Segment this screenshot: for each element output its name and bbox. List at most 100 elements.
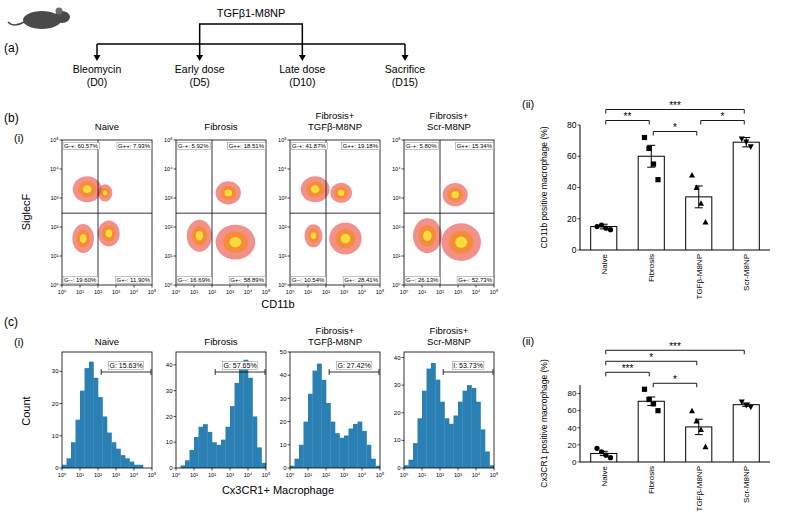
x-tick-label: 10⁵: [262, 472, 270, 478]
data-point: [599, 449, 604, 454]
quadrant-gate-y: [176, 213, 266, 214]
title-line: TGFβ-M8NP: [308, 121, 362, 132]
x-tick-label: 10³: [112, 472, 120, 478]
x-axis-title: Cx3CR1+ Macrophage: [222, 484, 334, 496]
drug-label: TGFβ1-M8NP: [217, 7, 286, 19]
y-tick-label: 10⁰: [392, 282, 401, 288]
y-tick-label: 0: [169, 465, 173, 471]
population-density: [311, 185, 320, 193]
population-density: [196, 231, 204, 241]
y-tick: [402, 227, 405, 228]
x-tick: [134, 468, 135, 471]
plot-area: [62, 362, 143, 468]
x-tick: [212, 468, 213, 471]
x-tick-label: 10³: [454, 472, 462, 478]
data-point: [689, 408, 695, 414]
gate-line: [215, 369, 265, 375]
data-point: [698, 200, 704, 206]
data-point: [608, 227, 613, 232]
panel-letter: (ii): [522, 98, 534, 110]
data-point: [651, 401, 656, 406]
x-tick-label: 10⁰: [58, 472, 67, 478]
x-tick-label: 10²: [94, 289, 102, 295]
x-tick: [494, 468, 495, 471]
quadrant-label: G+-: 11.90%: [117, 277, 151, 283]
x-tick-label: 10⁴: [358, 289, 367, 295]
histogram-bar: [62, 465, 67, 468]
histogram-bar: [125, 458, 130, 468]
x-tick: [116, 285, 117, 288]
x-tick: [476, 285, 477, 288]
label-patch: [405, 143, 438, 150]
x-tick: [362, 468, 363, 471]
plot-frame: [290, 352, 380, 468]
x-tick-label: 10⁵: [490, 289, 498, 295]
title-line: Naive: [95, 336, 119, 347]
histogram-bar: [417, 418, 422, 468]
y-tick: [174, 227, 177, 228]
population-density: [78, 181, 96, 197]
error-cap: [647, 167, 655, 168]
x-tick: [152, 285, 153, 288]
y-tick: [60, 403, 63, 404]
y-tick: [288, 468, 291, 469]
histogram-bar: [134, 465, 139, 468]
population-density: [338, 190, 344, 196]
label-patch: [457, 277, 494, 284]
population-density: [423, 231, 432, 241]
panel-title: Fibrosis: [204, 121, 238, 132]
population-density: [72, 224, 94, 253]
x-tick-label: 10⁴: [130, 472, 139, 478]
label-patch: [452, 362, 484, 370]
x-tick: [458, 468, 459, 471]
significance-label: *: [673, 122, 677, 133]
x-tick-label: 10⁰: [58, 289, 67, 295]
plot-area: [62, 140, 152, 285]
x-tick: [362, 285, 363, 288]
histogram-bar: [485, 451, 490, 468]
y-tick-label: 10¹: [51, 253, 59, 259]
y-tick: [60, 256, 63, 257]
histogram-bar: [121, 455, 126, 468]
y-tick: [60, 435, 63, 436]
y-tick: [174, 416, 177, 417]
y-tick: [402, 468, 405, 469]
y-axis-title: Cx3CR1 positive macrophage (%): [539, 359, 549, 488]
histogram-bar: [248, 378, 253, 468]
x-tick: [194, 468, 195, 471]
x-tick-label: 10²: [436, 472, 444, 478]
histogram-bar: [203, 424, 208, 468]
histogram-bar: [449, 424, 454, 468]
y-tick-label: 30: [52, 368, 59, 374]
y-tick-label: 10⁰: [50, 282, 59, 288]
y-tick-label: 30: [166, 388, 173, 394]
x-tick: [152, 468, 153, 471]
y-tick-label: 60: [568, 406, 577, 415]
histogram-bar: [371, 459, 376, 468]
label-patch: [229, 277, 266, 284]
population-density: [308, 229, 319, 243]
quadrant-label: G--: 26.13%: [406, 277, 439, 283]
x-tick-label: 10³: [112, 289, 120, 295]
y-tick-label: 0: [283, 465, 287, 471]
panel-letter: (ii): [522, 335, 534, 347]
data-point: [603, 226, 608, 231]
y-tick-label: 10⁴: [278, 166, 287, 172]
y-tick: [174, 364, 177, 365]
data-point: [608, 455, 613, 460]
y-tick-label: 0: [572, 245, 577, 255]
plot-area: [404, 140, 494, 285]
population-density: [301, 176, 330, 202]
x-tick-label: 10⁵: [490, 472, 498, 478]
histogram-bar: [339, 438, 344, 468]
x-tick-label: 10⁵: [376, 472, 384, 478]
panel-letter: (a): [4, 41, 19, 55]
y-tick-label: 10²: [165, 224, 173, 230]
panel-title: Naive: [95, 121, 119, 132]
population-density: [224, 189, 232, 196]
x-tick: [98, 285, 99, 288]
event-day: (D10): [289, 76, 315, 88]
histogram-bar: [261, 463, 266, 468]
event-label: Late dose: [279, 63, 325, 75]
plot-frame: [62, 140, 152, 285]
